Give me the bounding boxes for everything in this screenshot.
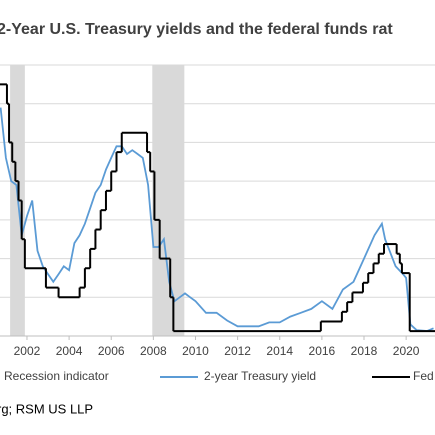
legend-label: Fed [413,369,434,383]
x-tick-label: 2012 [224,344,251,358]
yield-line [0,107,434,332]
chart-title: 2-Year U.S. Treasury yields and the fede… [0,21,393,38]
x-tick-label: 2010 [182,344,209,358]
legend-label: Recession indicator [4,369,109,383]
x-tick-label: 2016 [309,344,336,358]
x-tick-label: 2008 [140,344,167,358]
x-tick-label: 2006 [98,344,125,358]
x-tick-label: 2020 [393,344,420,358]
source-note: rg; RSM US LLP [0,401,93,416]
recession-band [152,65,185,336]
x-tick-label: 2014 [266,344,293,358]
legend-label: 2-year Treasury yield [204,369,316,383]
x-tick-label: 2018 [351,344,378,358]
x-tick-label: 2002 [14,344,41,358]
x-tick-label: 2004 [56,344,83,358]
